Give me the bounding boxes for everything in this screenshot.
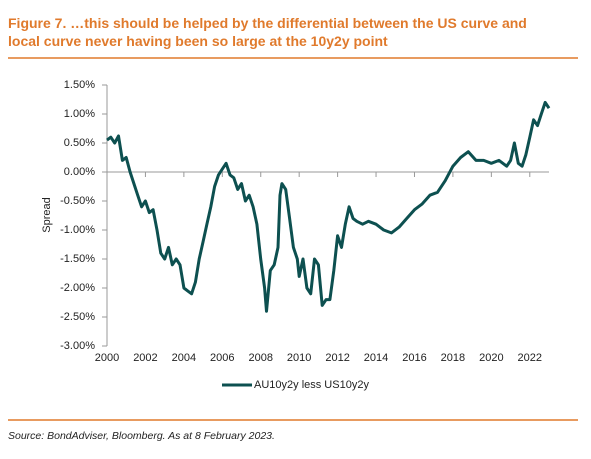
x-tick-label: 2012: [325, 352, 349, 364]
x-tick-label: 2018: [441, 352, 465, 364]
x-tick-label: 2020: [479, 352, 503, 364]
x-tick-label: 2016: [402, 352, 426, 364]
series-line: [106, 100, 551, 313]
x-tick-label: 2002: [133, 352, 157, 364]
y-tick-label: 1.50%: [64, 79, 95, 91]
x-tick-label: 2000: [95, 352, 119, 364]
y-tick-label: 1.00%: [64, 108, 95, 120]
x-tick-label: 2004: [172, 352, 196, 364]
x-tick-label: 2022: [518, 352, 542, 364]
y-tick-label: -1.50%: [60, 253, 95, 265]
y-axis-label: Spread: [41, 197, 53, 232]
legend-label: AU10y2y less US10y2y: [254, 379, 369, 391]
y-tick-label: -3.00%: [60, 340, 95, 352]
chart-title: Figure 7. …this should be helped by the …: [8, 15, 527, 31]
y-tick-label: 0.50%: [64, 137, 95, 149]
x-tick-label: 2006: [210, 352, 234, 364]
y-tick-label: -2.00%: [60, 282, 95, 294]
x-tick-label: 2008: [248, 352, 272, 364]
y-tick-label: -2.50%: [60, 311, 95, 323]
y-tick-label: -1.00%: [60, 224, 95, 236]
x-tick-label: 2010: [287, 352, 311, 364]
y-tick-label: 0.00%: [64, 166, 95, 178]
x-tick-label: 2014: [364, 352, 388, 364]
y-tick-label: -0.50%: [60, 195, 95, 207]
chart-subtitle: local curve never having been so large a…: [8, 33, 388, 49]
source: Source: BondAdviser, Bloomberg. As at 8 …: [8, 430, 275, 442]
